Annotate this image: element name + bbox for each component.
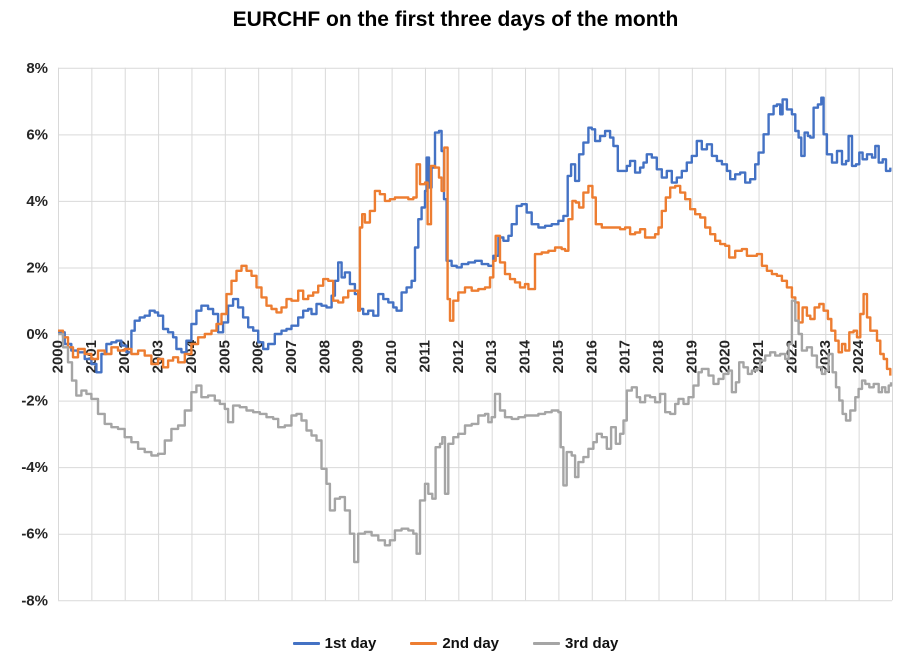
legend-label-1st-day: 1st day [324,635,377,652]
x-tick-label: 2005 [216,340,233,373]
y-tick-label: 4% [26,193,48,210]
x-tick-label: 2016 [583,340,600,373]
x-tick-label: 2000 [50,340,67,373]
legend-swatch-2nd-day [410,642,438,645]
y-tick-label: -4% [21,459,48,476]
x-tick-label: 2024 [850,339,867,373]
chart-title: EURCHF on the first three days of the mo… [232,8,679,31]
y-tick-label: -2% [21,393,48,410]
x-tick-label: 2007 [283,340,300,373]
legend-label-3rd-day: 3rd day [565,635,619,652]
legend-label-2nd-day: 2nd day [442,635,500,652]
y-tick-label: -6% [21,526,48,543]
x-tick-label: 2011 [416,340,433,373]
x-tick-label: 2015 [550,340,567,373]
x-tick-label: 2020 [717,340,734,373]
x-tick-label: 2019 [683,340,700,373]
y-tick-label: 2% [26,259,48,276]
y-tick-label: 0% [26,326,48,343]
legend-item-1st-day: 1st day [292,635,377,652]
x-tick-label: 2018 [650,340,667,373]
x-tick-label: 2017 [617,340,634,373]
x-tick-label: 2012 [450,340,467,373]
legend: 1st day 2nd day 3rd day [0,635,911,652]
legend-swatch-3rd-day [533,642,561,645]
y-tick-label: -8% [21,592,48,609]
x-tick-label: 2008 [316,340,333,373]
gridlines [58,67,893,602]
x-tick-label: 2010 [383,340,400,373]
legend-item-2nd-day: 2nd day [410,635,499,652]
series-line-3rd-day [58,299,893,564]
x-tick-label: 2021 [750,340,767,373]
legend-swatch-1st-day [292,642,320,645]
x-tick-label: 2014 [517,339,534,373]
y-axis-labels: 8% 6% 4% 2% 0% -2% -4% -6% -8% [21,60,48,610]
x-tick-label: 2009 [350,340,367,373]
series-line-1st-day [58,96,892,374]
series-line-2nd-day [58,146,892,376]
y-tick-label: 8% [26,60,48,77]
x-tick-label: 2013 [483,340,500,373]
y-tick-label: 6% [26,126,48,143]
legend-item-3rd-day: 3rd day [533,635,618,652]
